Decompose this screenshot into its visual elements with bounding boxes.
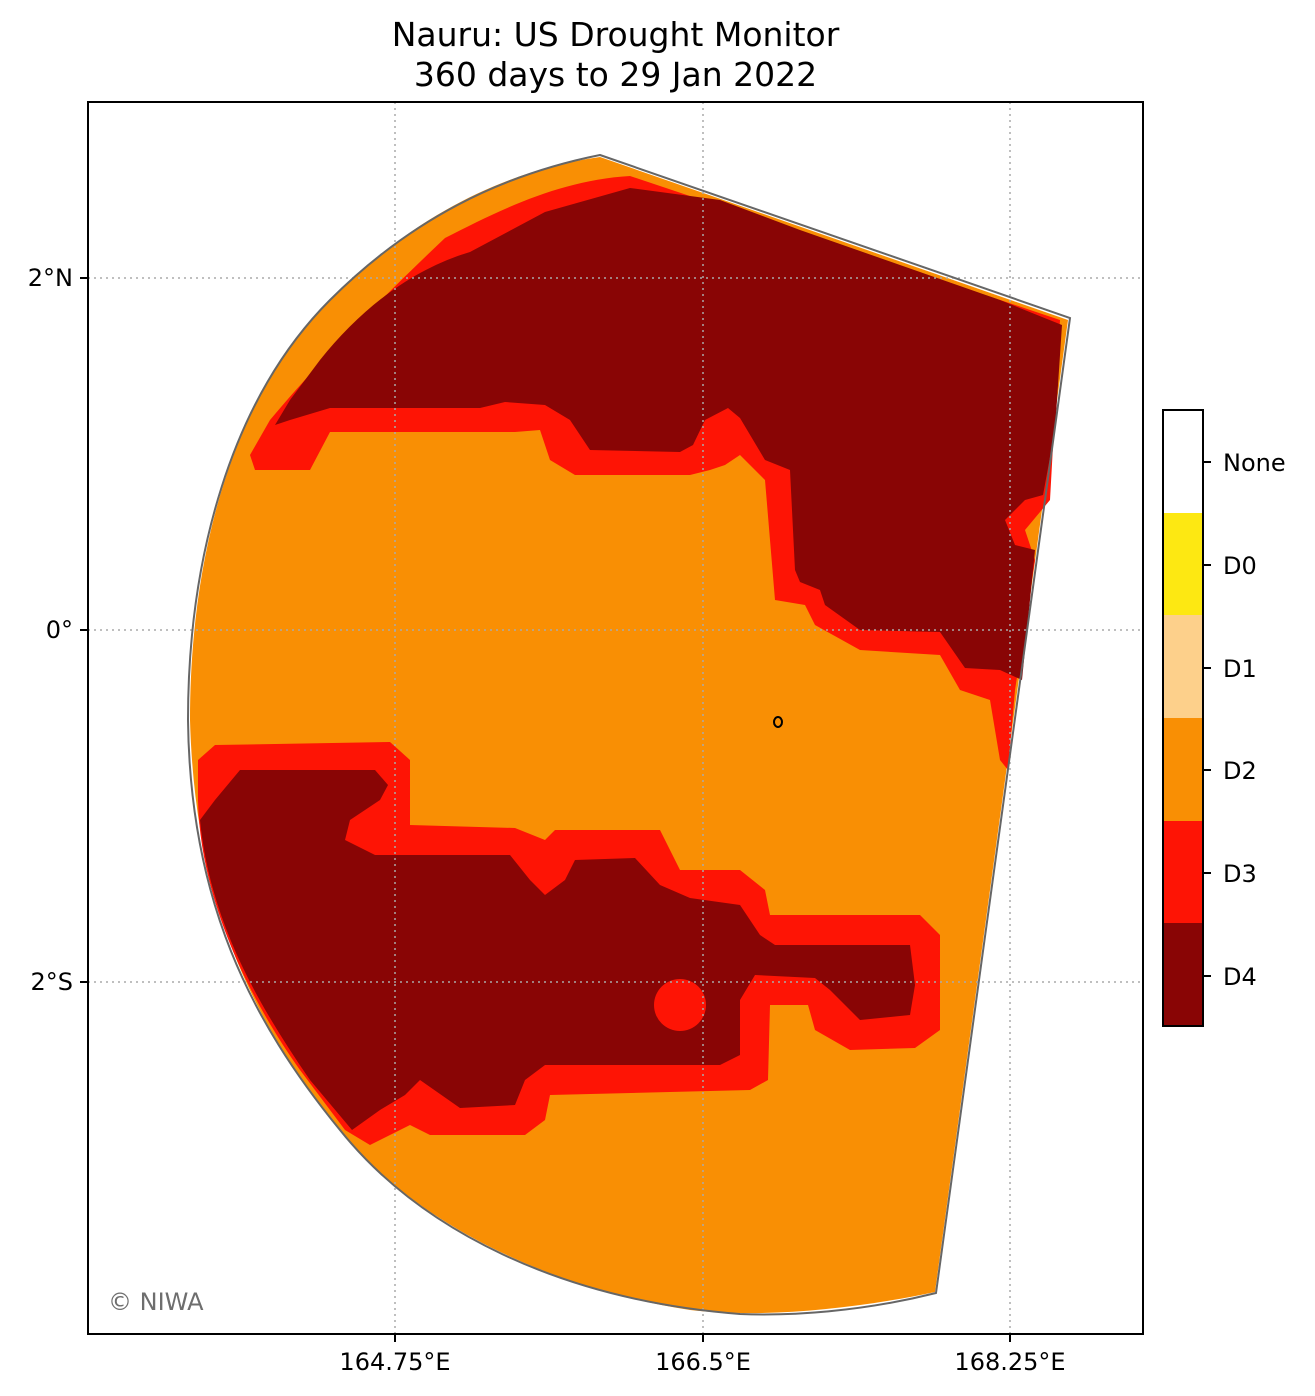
colorbar-label-d1: D1	[1223, 655, 1257, 683]
eez-boundary	[186, 153, 1072, 1316]
axis-ticks	[80, 277, 1011, 1342]
colorbar-label-d4: D4	[1223, 963, 1257, 991]
lon-label-168-25e: 168.25°E	[954, 1348, 1065, 1376]
colorbar-swatch-none	[1163, 410, 1203, 513]
colorbar-label-none: None	[1223, 449, 1286, 477]
drought-region-d4-south	[200, 770, 915, 1130]
lon-label-166-5e: 166.5°E	[655, 1348, 751, 1376]
drought-spot-d3	[654, 979, 706, 1031]
lat-label-2n: 2°N	[28, 264, 73, 292]
map-title: Nauru: US Drought Monitor	[391, 15, 840, 54]
colorbar-label-d0: D0	[1223, 552, 1257, 580]
gridlines	[88, 102, 1143, 1334]
map-frame	[87, 101, 1144, 1335]
credit-text: © NIWA	[108, 1288, 204, 1316]
colorbar-swatch-d1	[1163, 615, 1203, 718]
colorbar-swatch-d3	[1163, 821, 1203, 923]
colorbar-swatch-d2	[1163, 718, 1203, 821]
colorbar-swatch-d4	[1163, 923, 1203, 1026]
map-plot-area	[88, 102, 1143, 1334]
colorbar-swatch-d0	[1163, 513, 1203, 615]
map-subtitle: 360 days to 29 Jan 2022	[413, 55, 818, 94]
colorbar-frame	[1162, 409, 1204, 1027]
lat-label-2s: 2°S	[30, 968, 73, 996]
colorbar-label-d3: D3	[1223, 860, 1257, 888]
colorbar-label-d2: D2	[1223, 757, 1257, 785]
drought-region-d4-north	[275, 188, 1062, 680]
lat-label-0: 0°	[46, 616, 73, 644]
nauru-island-outline	[773, 716, 783, 728]
colorbar-ticks	[1203, 461, 1211, 977]
colorbar: None D0 D1 D2 D3 D4	[1162, 409, 1286, 1027]
lon-label-164-75e: 164.75°E	[339, 1348, 450, 1376]
